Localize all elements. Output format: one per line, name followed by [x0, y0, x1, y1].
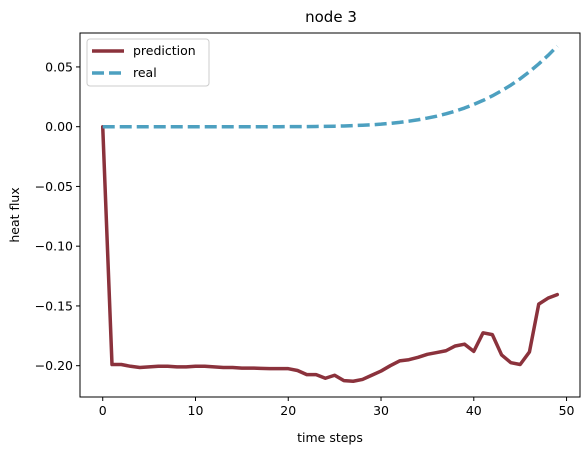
y-tick-label: 0.00: [45, 119, 73, 134]
x-tick-label: 0: [99, 403, 107, 418]
legend-label-prediction: prediction: [133, 43, 196, 58]
y-tick-label: −0.10: [35, 239, 73, 254]
y-axis-label: heat flux: [7, 187, 22, 242]
plot-frame: [79, 32, 581, 398]
legend: prediction real: [86, 38, 210, 87]
x-tick-label: 10: [188, 403, 204, 418]
x-axis-label: time steps: [297, 430, 363, 445]
y-tick-label: −0.20: [35, 358, 73, 373]
x-tick-label: 20: [280, 403, 296, 418]
plot-lines: [100, 44, 560, 383]
series-line-prediction: [100, 124, 560, 383]
chart-title: node 3: [305, 8, 357, 26]
y-tick-label: −0.15: [35, 298, 73, 313]
x-tick-label: 30: [373, 403, 389, 418]
x-axis-ticks: 0 10 20 30 40 50: [99, 397, 575, 418]
series-line-real: [102, 44, 559, 129]
y-tick-label: 0.05: [45, 59, 73, 74]
legend-label-real: real: [133, 65, 157, 80]
x-tick-label: 40: [466, 403, 482, 418]
x-tick-label: 50: [559, 403, 575, 418]
y-tick-label: −0.05: [35, 179, 73, 194]
y-axis-ticks: −0.20 −0.15 −0.10 −0.05 0.00 0.05: [35, 59, 80, 373]
